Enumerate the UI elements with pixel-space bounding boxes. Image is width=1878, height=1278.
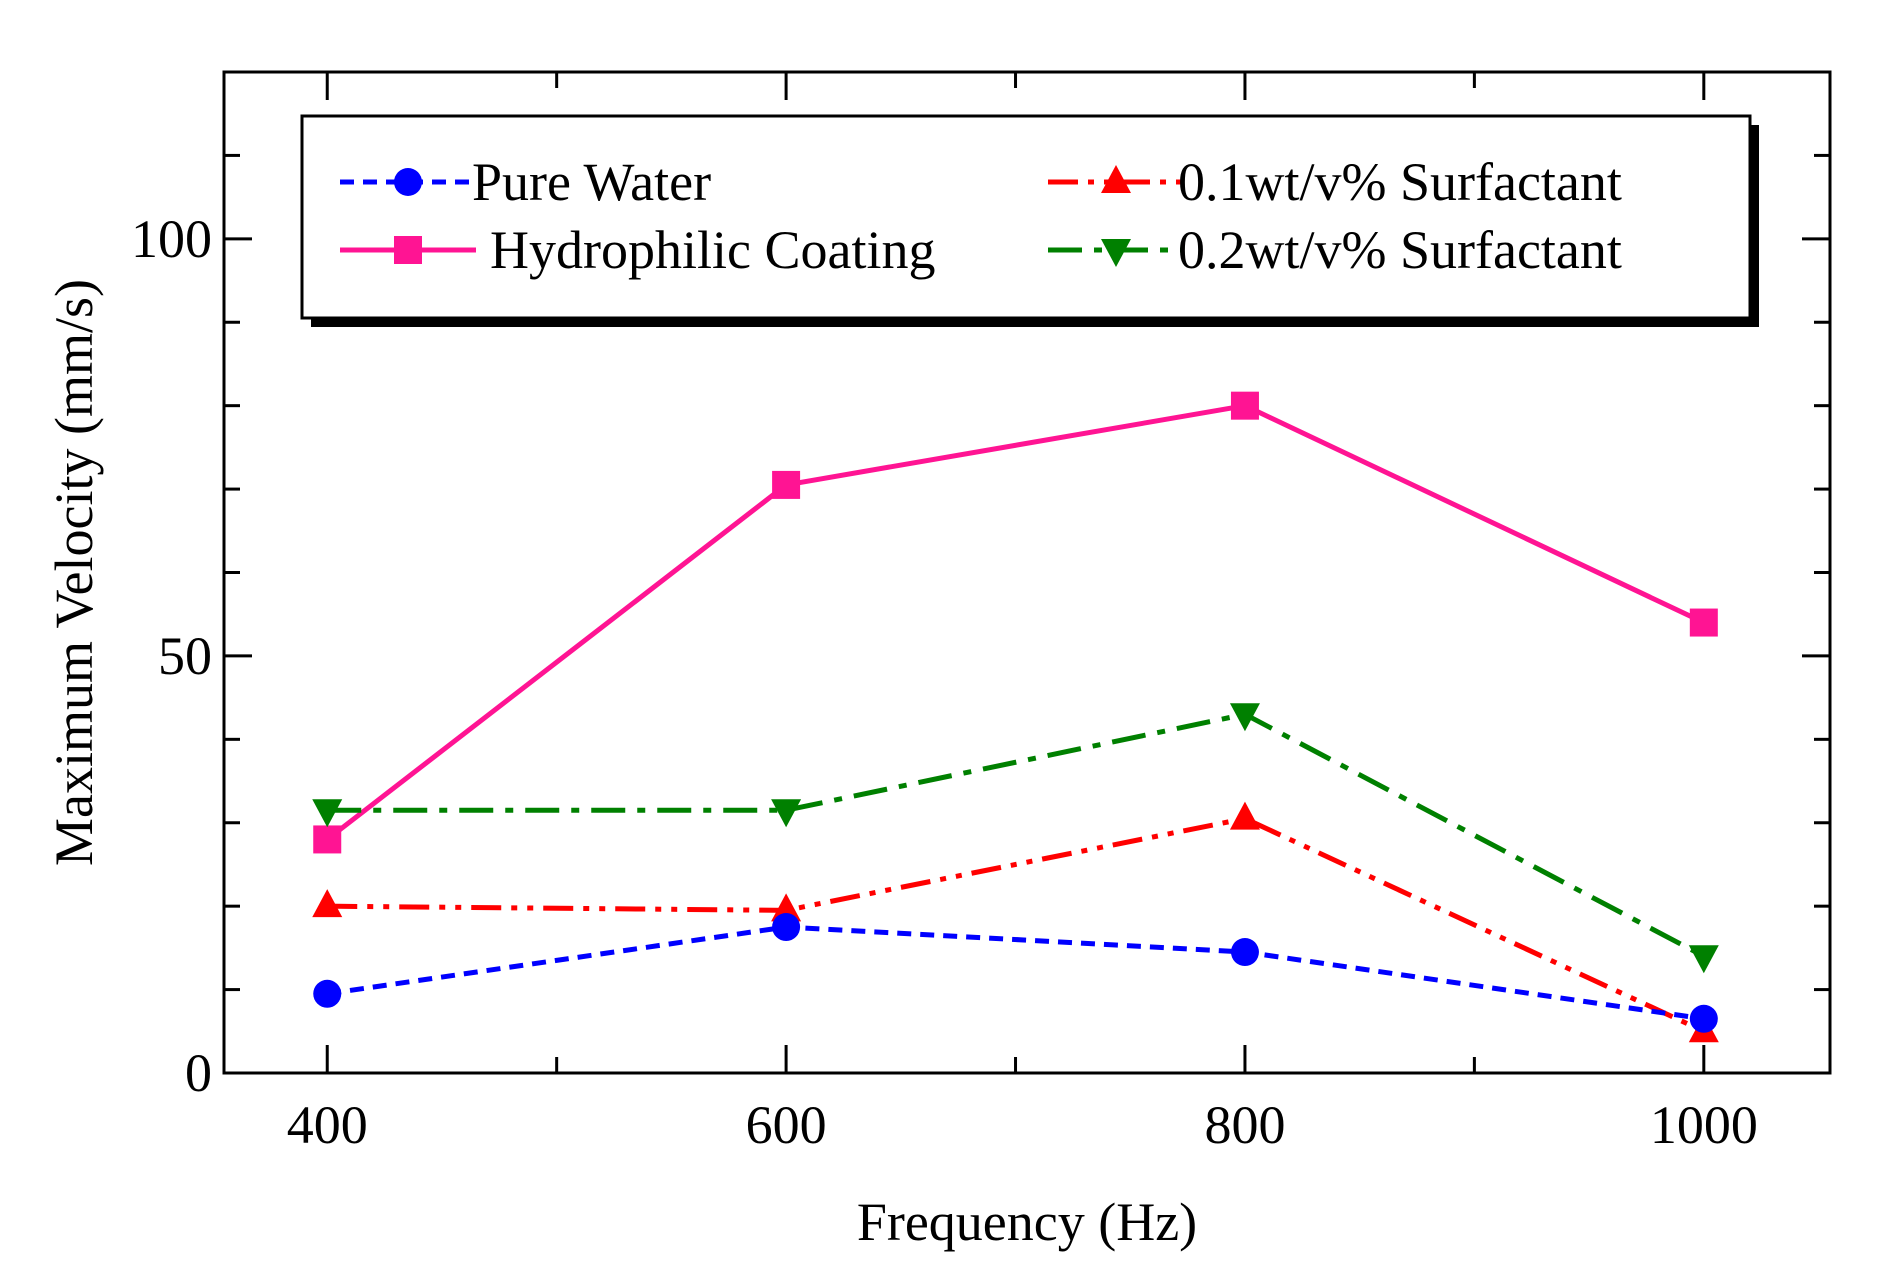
- data-point-marker: [772, 913, 801, 942]
- legend-label: Pure Water: [472, 152, 711, 212]
- data-point-marker: [1230, 391, 1259, 420]
- x-tick-label: 800: [1204, 1095, 1285, 1155]
- data-point-marker: [313, 825, 342, 854]
- legend-label: 0.2wt/v% Surfactant: [1178, 220, 1622, 280]
- data-point-marker: [1230, 938, 1259, 967]
- data-point-marker: [771, 893, 802, 922]
- legend-label: 0.1wt/v% Surfactant: [1178, 152, 1622, 212]
- series-line: [325, 403, 1705, 842]
- legend-entry: 0.1wt/v% Surfactant: [1048, 152, 1622, 212]
- data-point-marker: [771, 799, 802, 828]
- data-point-marker: [772, 470, 801, 499]
- data-point-marker: [312, 799, 343, 828]
- y-tick-label: 100: [131, 209, 212, 269]
- legend-label: Hydrophilic Coating: [490, 220, 935, 280]
- y-tick-label: 50: [158, 626, 212, 686]
- legend-entry: Hydrophilic Coating: [340, 220, 935, 280]
- series-hydrophilic-coating: [313, 391, 1718, 854]
- data-point-marker: [312, 889, 343, 918]
- data-point-marker: [1229, 703, 1260, 732]
- legend: Pure Water Hydrophilic Coating 0.1wt/v% Su…: [300, 114, 1759, 327]
- legend-entry: 0.2wt/v% Surfactant: [1048, 220, 1622, 280]
- series-line: [327, 816, 1705, 1034]
- data-point-marker: [313, 979, 342, 1008]
- axis-tick-labels: 400 600 800 1000 0 50 100: [131, 209, 1758, 1155]
- x-tick-label: 600: [746, 1095, 827, 1155]
- legend-marker: [1101, 239, 1131, 267]
- data-series: [312, 391, 1719, 1043]
- data-point-marker: [1688, 945, 1719, 974]
- series-line: [327, 711, 1705, 959]
- series-0-1wt-v-surfactant: [312, 801, 1719, 1043]
- legend-entry: Pure Water: [340, 152, 711, 212]
- legend-marker: [394, 168, 422, 196]
- x-tick-label: 1000: [1650, 1095, 1758, 1155]
- legend-box: [300, 114, 1752, 320]
- x-tick-label: 400: [287, 1095, 368, 1155]
- axis-ticks: [224, 72, 1830, 1075]
- data-point-marker: [1689, 608, 1718, 637]
- data-point-marker: [1229, 801, 1260, 830]
- series-pure-water: [313, 913, 1718, 1033]
- legend-marker: [394, 236, 422, 264]
- data-point-marker: [1689, 1004, 1718, 1033]
- y-tick-label: 0: [185, 1043, 212, 1103]
- y-axis-label: Maximum Velocity (mm/s): [44, 279, 104, 866]
- legend-marker: [1101, 165, 1131, 193]
- series-line: [326, 924, 1705, 1022]
- x-axis-label: Frequency (Hz): [857, 1192, 1197, 1252]
- series-0-2wt-v-surfactant: [312, 703, 1719, 974]
